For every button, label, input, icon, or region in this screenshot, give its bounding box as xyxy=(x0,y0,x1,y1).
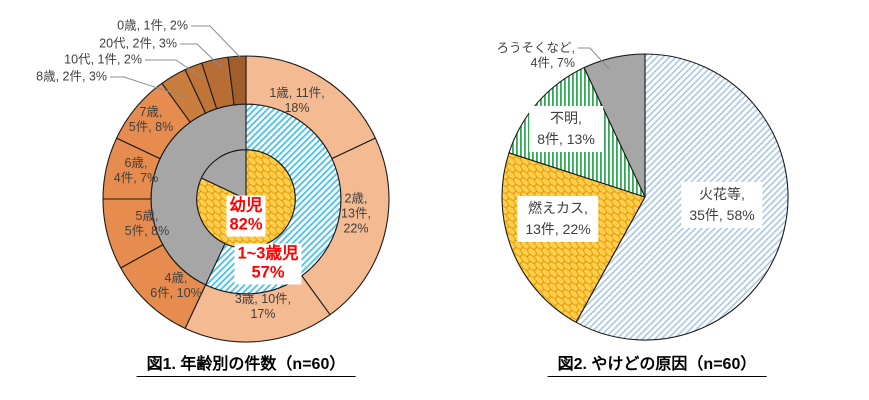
fig1-leader-line-0 xyxy=(110,76,186,98)
fig1-leader-line-2 xyxy=(180,43,222,68)
figure1-caption: 図1. 年齢別の件数（n=60） xyxy=(136,350,356,377)
figure2-caption-text: 図2. やけどの原因（n=60） xyxy=(547,356,767,377)
fig2-segment-ろうそくなど xyxy=(583,53,646,198)
fig1-leader-line-3 xyxy=(191,25,241,58)
fig1-outer-ages-segment-0歳 xyxy=(227,55,247,106)
fig2-leader-line-0 xyxy=(578,47,610,70)
figure2-caption: 図2. やけどの原因（n=60） xyxy=(547,350,767,377)
figure1-caption-text: 図1. 年齢別の件数（n=60） xyxy=(136,356,356,377)
fig1-leader-line-1 xyxy=(145,59,205,80)
